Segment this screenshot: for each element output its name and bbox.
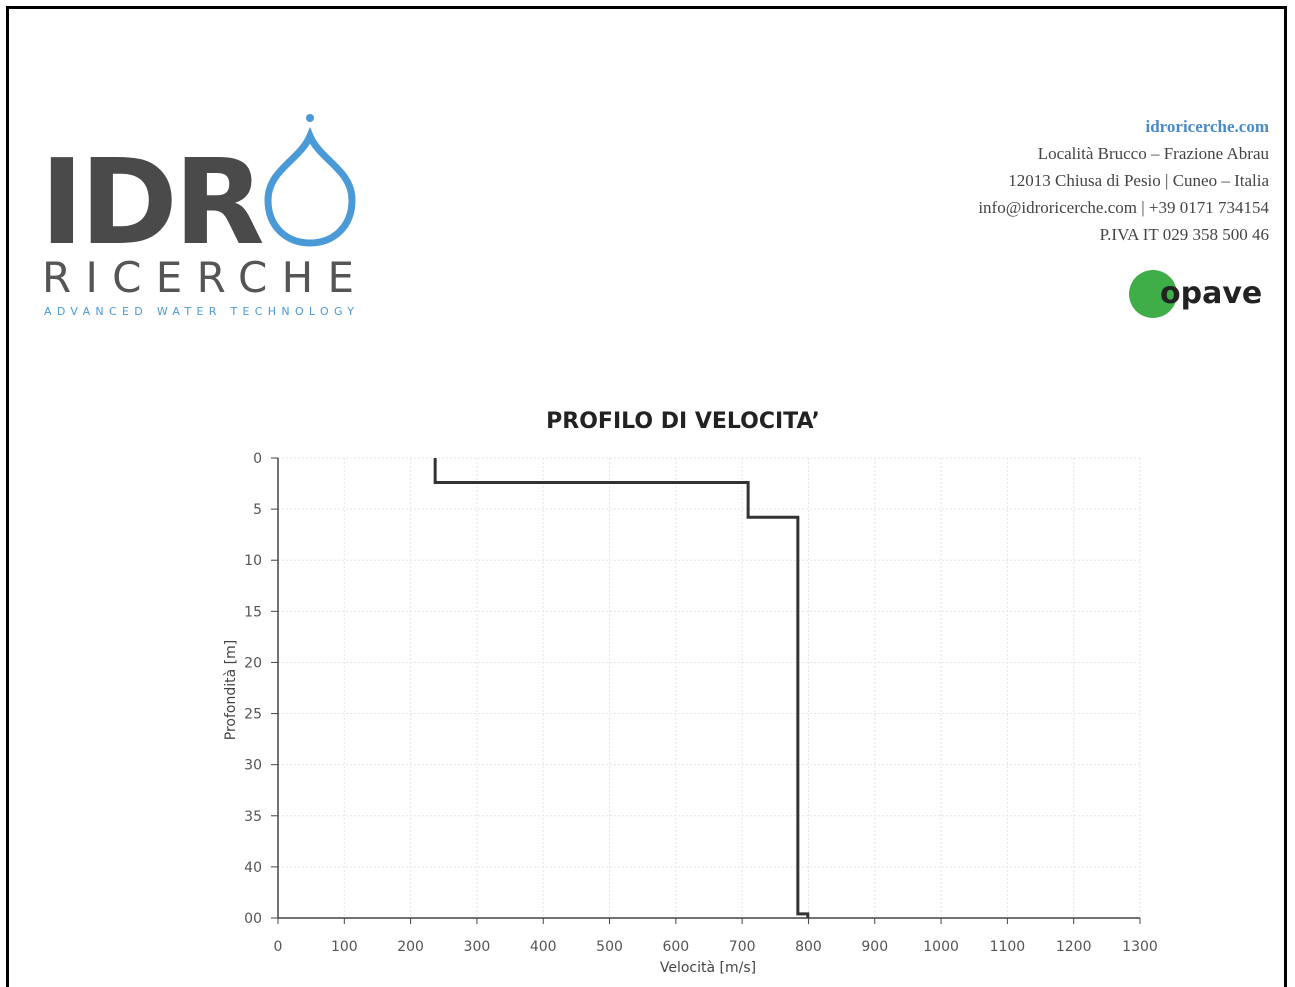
x-tick-label: 100 (331, 939, 358, 955)
contact-line: info@idroricerche.com | +39 0171 734154 (978, 198, 1269, 217)
x-tick-label: 0 (274, 939, 283, 955)
y-tick-label: 5 (253, 502, 262, 518)
logo-mark: IDR (40, 133, 263, 271)
x-tick-label: 700 (729, 939, 756, 955)
y-tick-label: 10 (244, 553, 262, 569)
x-tick-label: 1200 (1056, 939, 1092, 955)
x-axis-label: Velocità [m/s] (660, 960, 756, 976)
x-tick-label: 1000 (923, 939, 959, 955)
y-tick-label: 25 (244, 707, 262, 723)
logo-subtitle: RICERCHE (42, 253, 354, 302)
logo-tagline: ADVANCED WATER TECHNOLOGY (44, 305, 354, 318)
contact-line: P.IVA IT 029 358 500 46 (1099, 225, 1269, 244)
contact-line: 12013 Chiusa di Pesio | Cuneo – Italia (1008, 171, 1269, 190)
y-tick-label: 35 (244, 809, 262, 825)
x-tick-label: 500 (596, 939, 623, 955)
chart-title: PROFILO DI VELOCITA’ (546, 409, 820, 434)
logo-dot (306, 114, 314, 122)
x-tick-label: 600 (662, 939, 689, 955)
x-tick-label: 200 (397, 939, 424, 955)
cert-name: opave (1160, 276, 1262, 311)
y-tick-label: 40 (244, 860, 262, 876)
y-tick-label: 00 (244, 911, 262, 927)
y-axis-label: Profondità [m] (223, 640, 239, 740)
y-tick-label: 30 (244, 758, 262, 774)
y-tick-label: 0 (253, 451, 262, 467)
x-tick-label: 1100 (990, 939, 1026, 955)
page-frame (6, 6, 1287, 987)
contact-website: idroricerche.com (1145, 117, 1269, 136)
velocity-profile (433, 458, 810, 918)
x-tick-label: 900 (861, 939, 888, 955)
contact-line: Località Brucco – Frazione Abrau (1037, 144, 1269, 163)
y-tick-label: 20 (244, 655, 262, 671)
cert-logo (1129, 270, 1177, 318)
logo-drop (264, 126, 356, 247)
x-tick-label: 300 (464, 939, 491, 955)
x-tick-label: 800 (795, 939, 822, 955)
y-tick-label: 15 (244, 604, 262, 620)
x-tick-label: 400 (530, 939, 557, 955)
x-tick-label: 1300 (1122, 939, 1158, 955)
